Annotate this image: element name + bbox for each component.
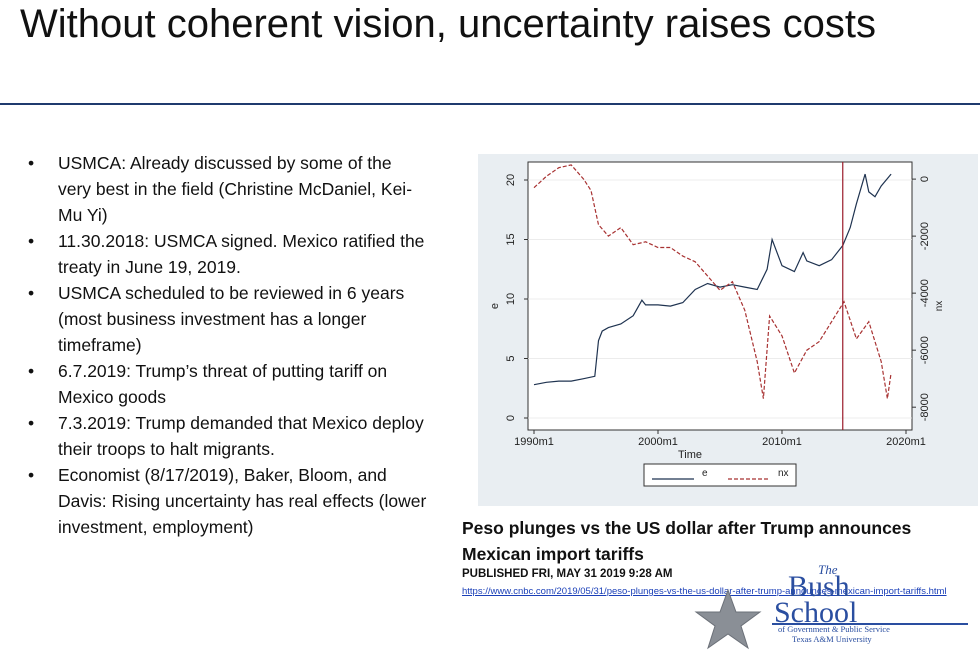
bullet-text: 7.3.2019: Trump demanded that Mexico dep… xyxy=(58,413,424,459)
bullet-marker: • xyxy=(28,361,35,381)
bullet-marker: • xyxy=(28,283,35,303)
bullet-item: • 6.7.2019: Trump’s threat of putting tar… xyxy=(28,358,428,410)
bullet-marker: • xyxy=(28,465,35,485)
bullet-item: • Economist (8/17/2019), Baker, Bloom, an… xyxy=(28,462,428,540)
y-left-tick-label: 5 xyxy=(505,355,517,361)
logo-the: The xyxy=(818,562,838,577)
legend-box xyxy=(643,463,797,487)
x-axis-title: Time xyxy=(678,449,702,461)
y-right-axis-title: nx xyxy=(934,301,945,312)
bullet-list: • USMCA: Already discussed by some of the… xyxy=(28,150,428,540)
chart-panel: 0 5 10 15 20 0 -2000 -4000 -6000 -8000 1990m1 2000m… xyxy=(478,154,978,506)
bullet-text: Economist (8/17/2019), Baker, Bloom, and… xyxy=(58,465,427,537)
bullet-text: USMCA: Already discussed by some of the … xyxy=(58,153,413,225)
article-link[interactable]: https://www.cnbc.com/2019/05/31/peso-plu… xyxy=(462,586,947,597)
logo-line2: Texas A&M University xyxy=(792,634,872,644)
x-tick-label: 2010m1 xyxy=(762,436,802,448)
x-tick-label: 2020m1 xyxy=(886,436,926,448)
logo-line1: of Government & Public Service xyxy=(778,624,890,634)
y-left-tick-label: 20 xyxy=(505,174,517,186)
y-left-tick-label: 10 xyxy=(505,293,517,305)
title-divider xyxy=(0,103,980,105)
series-line-nx xyxy=(533,164,892,399)
bullet-text: 11.30.2018: USMCA signed. Mexico ratifie… xyxy=(58,231,425,277)
legend-label-nx: nx xyxy=(778,468,789,479)
y-right-tick-label: -4000 xyxy=(919,279,931,307)
bush-school-logo: The Bush School of Government & Public S… xyxy=(694,562,968,650)
bullet-marker: • xyxy=(28,231,35,251)
exchange-rate-net-exports-chart: 0 5 10 15 20 0 -2000 -4000 -6000 -8000 1990m1 2000m… xyxy=(489,161,945,487)
y-left-axis-title: e xyxy=(489,303,501,309)
y-right-tick-label: -6000 xyxy=(919,336,931,364)
article-headline: Peso plunges vs the US dollar after Trum… xyxy=(462,518,912,564)
y-right-tick-label: -8000 xyxy=(919,393,931,421)
legend-label-e: e xyxy=(702,468,708,479)
x-tick-label: 1990m1 xyxy=(514,436,554,448)
y-right-tick-label: -2000 xyxy=(919,222,931,250)
y-left-tick-label: 0 xyxy=(505,415,517,421)
bullet-marker: • xyxy=(28,413,35,433)
publish-date: PUBLISHED FRI, MAY 31 2019 9:28 AM xyxy=(462,568,673,580)
star-icon xyxy=(694,588,762,650)
slide-title: Without coherent vision, uncertainty rai… xyxy=(20,2,876,46)
bullet-marker: • xyxy=(28,153,35,173)
y-left-tick-label: 15 xyxy=(505,233,517,245)
bullet-text: 6.7.2019: Trump’s threat of putting tari… xyxy=(58,361,388,407)
bullet-item: • USMCA: Already discussed by some of the… xyxy=(28,150,428,228)
y-right-tick-label: 0 xyxy=(919,176,931,182)
bullet-item: • 7.3.2019: Trump demanded that Mexico de… xyxy=(28,410,428,462)
logo-bush: Bush xyxy=(788,570,850,603)
logo-band xyxy=(772,623,968,625)
plot-area xyxy=(527,161,913,431)
bullet-item: • 11.30.2018: USMCA signed. Mexico ratifi… xyxy=(28,228,428,280)
bullet-item: • USMCA scheduled to be reviewed in 6 yea… xyxy=(28,280,428,358)
bullet-text: USMCA scheduled to be reviewed in 6 year… xyxy=(58,283,405,355)
x-tick-label: 2000m1 xyxy=(638,436,678,448)
